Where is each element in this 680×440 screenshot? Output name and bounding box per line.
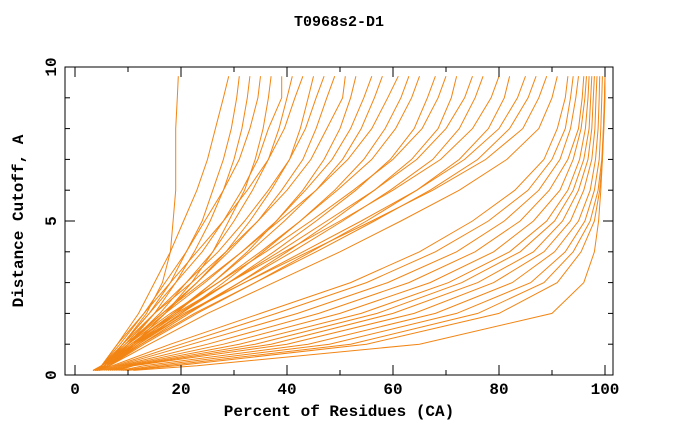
model-curve bbox=[111, 76, 590, 371]
model-curve bbox=[92, 76, 447, 371]
model-curve bbox=[114, 76, 593, 371]
model-curve bbox=[92, 76, 548, 371]
model-curve bbox=[93, 76, 500, 371]
model-curve bbox=[93, 76, 230, 371]
x-tick-label: 60 bbox=[383, 381, 402, 399]
x-tick-label: 80 bbox=[489, 381, 508, 399]
model-curve bbox=[97, 76, 293, 371]
y-tick-label: 5 bbox=[43, 216, 61, 226]
model-curve bbox=[97, 76, 272, 371]
model-curve bbox=[101, 76, 569, 371]
x-tick-label: 20 bbox=[171, 381, 190, 399]
model-curve bbox=[93, 76, 346, 371]
model-curve bbox=[99, 76, 558, 371]
model-curve bbox=[92, 76, 304, 371]
model-curve bbox=[105, 76, 579, 371]
model-curve bbox=[122, 76, 603, 371]
model-curve bbox=[118, 76, 598, 371]
model-curve bbox=[93, 75, 399, 371]
y-tick-label: 0 bbox=[43, 370, 61, 380]
y-tick-label: 10 bbox=[43, 57, 61, 76]
chart-title: T0968s2-D1 bbox=[293, 14, 384, 31]
x-tick-label: 40 bbox=[277, 381, 296, 399]
model-curve bbox=[109, 76, 587, 371]
model-curve bbox=[116, 76, 595, 371]
model-curve bbox=[99, 76, 511, 371]
model-curve bbox=[97, 76, 537, 371]
model-curve bbox=[95, 76, 526, 371]
x-axis-label: Percent of Residues (CA) bbox=[223, 403, 455, 421]
model-curve bbox=[103, 76, 574, 371]
model-curve bbox=[93, 76, 261, 371]
model-curve bbox=[97, 76, 484, 371]
x-tick-label: 0 bbox=[70, 381, 80, 399]
model-curve bbox=[120, 76, 601, 371]
x-tick-label: 100 bbox=[591, 381, 620, 399]
model-curve bbox=[107, 76, 585, 371]
model-curve bbox=[133, 76, 606, 371]
